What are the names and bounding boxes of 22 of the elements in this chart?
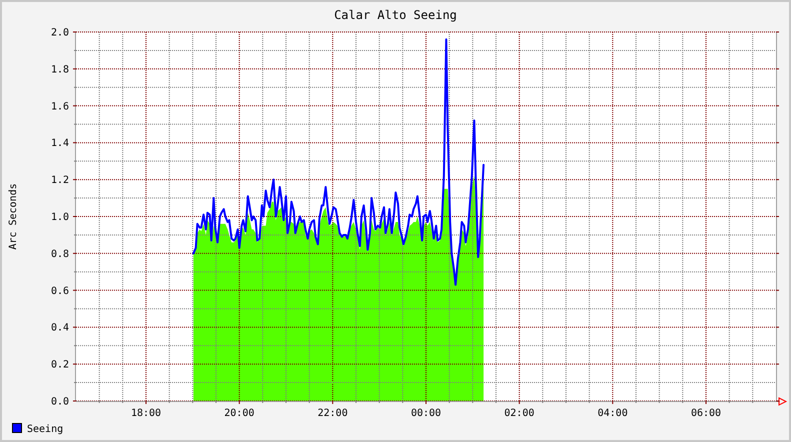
y-axis-title: Arc Seconds (8, 183, 19, 250)
y-tick-label: 0.2 (50, 360, 69, 371)
x-tick-label: 20:00 (224, 408, 254, 419)
y-tick-label: 0.4 (50, 322, 69, 334)
x-tick-label: 04:00 (598, 408, 628, 419)
y-tick-label: 1.0 (50, 212, 69, 223)
y-tick-label: 0.8 (50, 248, 69, 260)
y-tick-label: 1.6 (50, 101, 69, 112)
y-tick-label: 1.8 (50, 64, 69, 76)
legend-label: Seeing (27, 424, 64, 435)
chart-title: Calar Alto Seeing (334, 8, 457, 22)
x-tick-label: 18:00 (130, 408, 162, 419)
line-series (192, 38, 485, 286)
y-tick-label: 0.6 (50, 286, 69, 297)
y-tick-label: 1.4 (50, 138, 69, 150)
x-tick-label: 00:00 (410, 408, 442, 419)
x-tick-label: 02:00 (504, 408, 534, 419)
x-tick-label: 06:00 (690, 408, 722, 419)
y-tick-label: 1.2 (50, 175, 69, 186)
x-tick-label: 22:00 (318, 408, 348, 419)
y-tick-label: 2.0 (50, 28, 69, 38)
y-tick-label: 0.0 (50, 396, 69, 408)
